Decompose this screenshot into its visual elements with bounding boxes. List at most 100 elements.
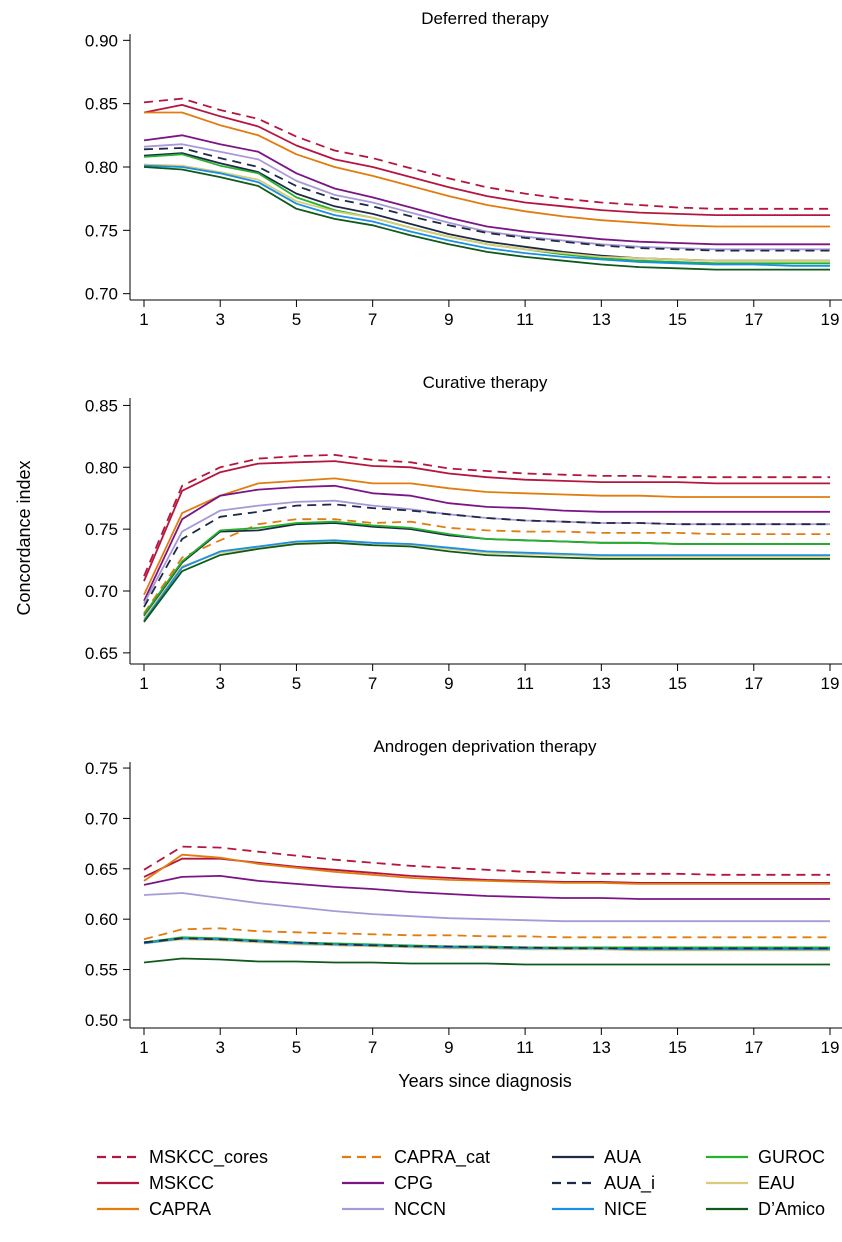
y-tick-label: 0.85: [85, 95, 118, 114]
y-tick-label: 0.65: [85, 860, 118, 879]
series-line-capra: [143, 477, 830, 596]
y-tick-label: 0.80: [85, 158, 118, 177]
series-line-eau: [143, 163, 830, 262]
y-tick-label: 0.55: [85, 961, 118, 980]
legend-item-capra-cat: CAPRA_cat: [342, 1147, 490, 1168]
x-tick-label: 19: [821, 310, 840, 329]
panel-3: Androgen deprivation therapy 0.50 0.55 0.60…: [85, 737, 842, 1057]
x-tick-label: 13: [592, 310, 611, 329]
legend-item-mskcc: MSKCC: [97, 1173, 214, 1193]
series-line-guroc: [143, 153, 830, 265]
legend-label: NCCN: [394, 1199, 446, 1219]
y-tick-label: 0.60: [85, 910, 118, 929]
y-tick-label: 0.70: [85, 809, 118, 828]
x-tick-label: 15: [668, 674, 687, 693]
x-tick-label: 1: [139, 1038, 148, 1057]
panel-1: Deferred therapy 0.70 0.75 0.80 0.85 0.90 1 3 5 7…: [85, 9, 842, 329]
x-tick-label: 17: [744, 1038, 763, 1057]
series-line-nice: [143, 164, 830, 267]
series-line-mskcc: [143, 857, 830, 884]
legend-item-mskcc-cores: MSKCC_cores: [97, 1147, 268, 1168]
x-tick-label: 5: [292, 674, 301, 693]
series-line-nccn: [143, 143, 830, 251]
series-line-aua-i: [143, 147, 830, 252]
x-tick-label: 7: [368, 674, 377, 693]
y-tick-label: 0.65: [85, 644, 118, 663]
series-line-guroc: [143, 936, 830, 949]
y-tick-label: 0.85: [85, 396, 118, 415]
series-line-cpg: [143, 134, 830, 246]
x-tick-label: 15: [668, 310, 687, 329]
legend-label: MSKCC_cores: [149, 1147, 268, 1168]
series-line-aua: [143, 522, 830, 617]
series-line-d-amico: [143, 957, 830, 966]
series-line-nccn: [143, 892, 830, 923]
legend-label: CAPRA: [149, 1199, 211, 1219]
x-tick-label: 5: [292, 310, 301, 329]
panel-title: Deferred therapy: [421, 9, 549, 28]
series-line-mskcc-cores: [143, 97, 830, 210]
series-line-capra: [143, 853, 830, 885]
legend-label: CPG: [394, 1173, 433, 1193]
series-line-nice: [143, 539, 830, 622]
x-tick-label: 11: [516, 674, 534, 693]
x-tick-label: 13: [592, 674, 611, 693]
legend-label: MSKCC: [149, 1173, 214, 1193]
y-tick-label: 0.90: [85, 31, 118, 50]
legend-label: AUA: [604, 1147, 641, 1167]
x-tick-label: 11: [516, 310, 534, 329]
x-tick-label: 5: [292, 1038, 301, 1057]
x-tick-label: 1: [139, 674, 148, 693]
series-line-eau: [143, 938, 830, 952]
x-tick-label: 17: [744, 310, 763, 329]
series-line-mskcc: [143, 460, 830, 582]
legend-item-d-amico: D’Amico: [706, 1199, 825, 1219]
legend-label: D’Amico: [758, 1199, 825, 1219]
y-axis-label: Concordance index: [14, 460, 34, 615]
x-axis-label: Years since diagnosis: [398, 1071, 571, 1091]
y-tick-label: 0.70: [85, 582, 118, 601]
x-tick-label: 1: [139, 310, 148, 329]
legend-label: CAPRA_cat: [394, 1147, 490, 1168]
x-tick-label: 17: [744, 674, 763, 693]
x-tick-label: 9: [444, 310, 453, 329]
legend-label: EAU: [758, 1173, 795, 1193]
x-tick-label: 7: [368, 310, 377, 329]
series-line-aua-i: [143, 937, 830, 950]
x-tick-label: 19: [821, 674, 840, 693]
series-line-cpg: [143, 875, 830, 900]
series-line-mskcc-cores: [143, 845, 830, 876]
y-tick-label: 0.70: [85, 285, 118, 304]
legend-item-cpg: CPG: [342, 1173, 433, 1193]
legend-label: NICE: [604, 1199, 647, 1219]
legend-label: AUA_i: [604, 1173, 655, 1194]
x-tick-label: 3: [215, 1038, 224, 1057]
legend-item-guroc: GUROC: [706, 1147, 825, 1167]
series-line-capra: [144, 111, 830, 228]
x-tick-label: 3: [215, 674, 224, 693]
y-tick-label: 0.75: [85, 759, 118, 778]
legend-label: GUROC: [758, 1147, 825, 1167]
series-line-d-amico: [143, 541, 830, 623]
panel-title: Androgen deprivation therapy: [373, 737, 597, 756]
legend-item-aua: AUA: [552, 1147, 641, 1167]
y-tick-label: 0.75: [85, 221, 118, 240]
x-tick-label: 11: [516, 1038, 534, 1057]
y-tick-label: 0.75: [85, 520, 118, 539]
legend-item-eau: EAU: [706, 1173, 795, 1193]
x-tick-label: 9: [444, 674, 453, 693]
series-line-guroc: [143, 520, 830, 616]
legend-item-nice: NICE: [552, 1199, 647, 1219]
x-tick-label: 19: [821, 1038, 840, 1057]
legend-item-nccn: NCCN: [342, 1199, 446, 1219]
series-line-d-amico: [143, 166, 830, 271]
y-tick-label: 0.50: [85, 1011, 118, 1030]
x-tick-label: 7: [368, 1038, 377, 1057]
x-tick-label: 9: [444, 1038, 453, 1057]
series-line-capra-cat: [143, 518, 830, 614]
series-line-mskcc: [143, 104, 830, 217]
x-tick-label: 13: [592, 1038, 611, 1057]
